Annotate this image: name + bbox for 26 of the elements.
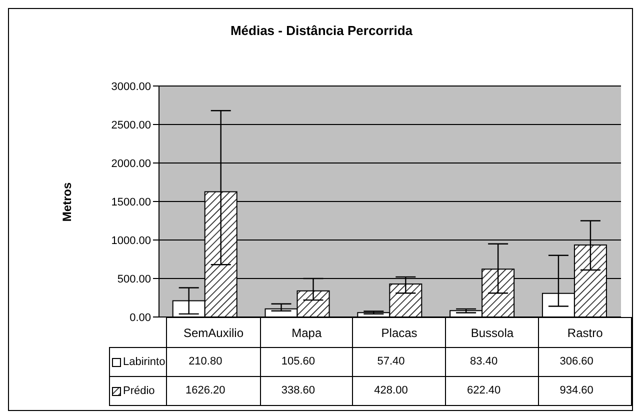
data-label: 210.80 bbox=[188, 356, 222, 368]
y-tick-label: 1000.00 bbox=[111, 234, 151, 247]
y-tick-label: 1500.00 bbox=[111, 196, 151, 208]
data-label: 306.60 bbox=[560, 356, 594, 368]
legend-label: Labirinto bbox=[110, 348, 167, 376]
y-tick-label: 2000.00 bbox=[111, 158, 151, 170]
data-label: 105.60 bbox=[281, 356, 316, 368]
data-label: 338.60 bbox=[281, 384, 316, 396]
legend-label: Prédio bbox=[110, 376, 167, 406]
data-label: 1626.20 bbox=[186, 384, 226, 396]
chart-title: Médias - Distância Percorrida bbox=[229, 23, 414, 38]
y-tick-label: 500.00 bbox=[117, 273, 151, 286]
x-tick-label: SemAuxilio bbox=[166, 318, 260, 348]
y-tick-label: 3000.00 bbox=[111, 80, 151, 93]
y-tick-label: 2500.00 bbox=[111, 119, 151, 132]
data-label: 622.40 bbox=[466, 384, 501, 396]
y-axis-title: Metros bbox=[60, 182, 74, 222]
data-label: 428.00 bbox=[374, 384, 408, 396]
data-label: 934.60 bbox=[560, 384, 594, 396]
y-tick-label: 0.00 bbox=[130, 312, 151, 324]
x-tick-label: Bussola bbox=[446, 318, 539, 348]
data-label: 57.40 bbox=[377, 356, 405, 368]
data-label: 83.40 bbox=[470, 356, 498, 368]
x-tick-label: Rastro bbox=[538, 318, 632, 348]
x-tick-label: Placas bbox=[352, 318, 446, 348]
x-tick-label: Mapa bbox=[260, 318, 353, 348]
